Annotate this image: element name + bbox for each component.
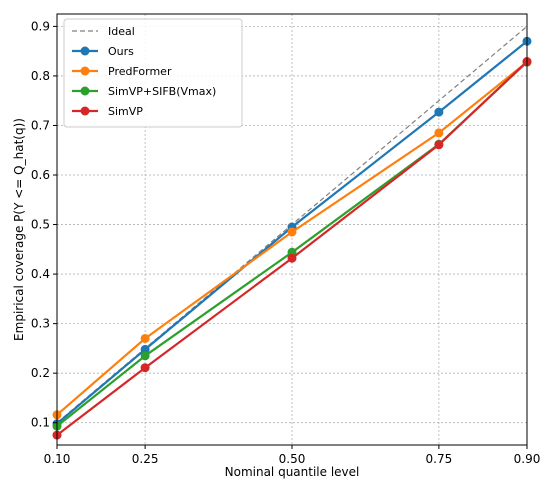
data-point: [140, 333, 150, 343]
legend-entry-label: Ours: [108, 45, 134, 58]
legend-entry-label: Ideal: [108, 25, 135, 38]
y-tick-label: 0.1: [31, 416, 50, 430]
legend-swatch-marker: [80, 66, 90, 76]
x-tick-label: 0.75: [426, 452, 453, 466]
legend-swatch-marker: [80, 86, 90, 96]
x-tick-label: 0.50: [279, 452, 306, 466]
y-tick-label: 0.5: [31, 218, 50, 232]
data-point: [140, 363, 150, 373]
data-point: [140, 351, 150, 361]
x-tick-label: 0.90: [514, 452, 541, 466]
legend: Ideal Ours PredFormer SimVP+SIFB(Vmax) SimVP: [63, 18, 243, 128]
y-tick-label: 0.3: [31, 317, 50, 331]
y-tick-label: 0.7: [31, 118, 50, 132]
data-point: [434, 128, 444, 138]
y-tick-label: 0.4: [31, 267, 50, 281]
legend-swatch-marker: [80, 106, 90, 116]
y-tick-label: 0.9: [31, 19, 50, 33]
x-tick-label: 0.25: [132, 452, 159, 466]
x-tick-label: 0.10: [44, 452, 71, 466]
y-tick-label: 0.8: [31, 69, 50, 83]
data-point: [434, 140, 444, 150]
series-lines: [52, 25, 532, 440]
y-tick-label: 0.2: [31, 366, 50, 380]
x-axis-title: Nominal quantile level: [225, 465, 360, 479]
legend-swatch-marker: [80, 46, 90, 56]
legend-box: [63, 18, 243, 128]
axis-ticks: 0.10 0.25 0.50 0.75 0.90 0.1 0.2 0.3 0.4 0.5 0.6 0.…: [31, 19, 540, 466]
y-axis-title: Empirical coverage P(Y <= Q_hat(q)): [12, 118, 26, 341]
data-point: [434, 107, 444, 117]
legend-entry-label: SimVP: [108, 105, 143, 118]
legend-entry-label: SimVP+SIFB(Vmax): [108, 85, 216, 98]
legend-entry-label: PredFormer: [108, 65, 172, 78]
data-point: [287, 227, 297, 237]
data-point: [287, 253, 297, 263]
data-point: [140, 344, 150, 354]
y-tick-label: 0.6: [31, 168, 50, 182]
